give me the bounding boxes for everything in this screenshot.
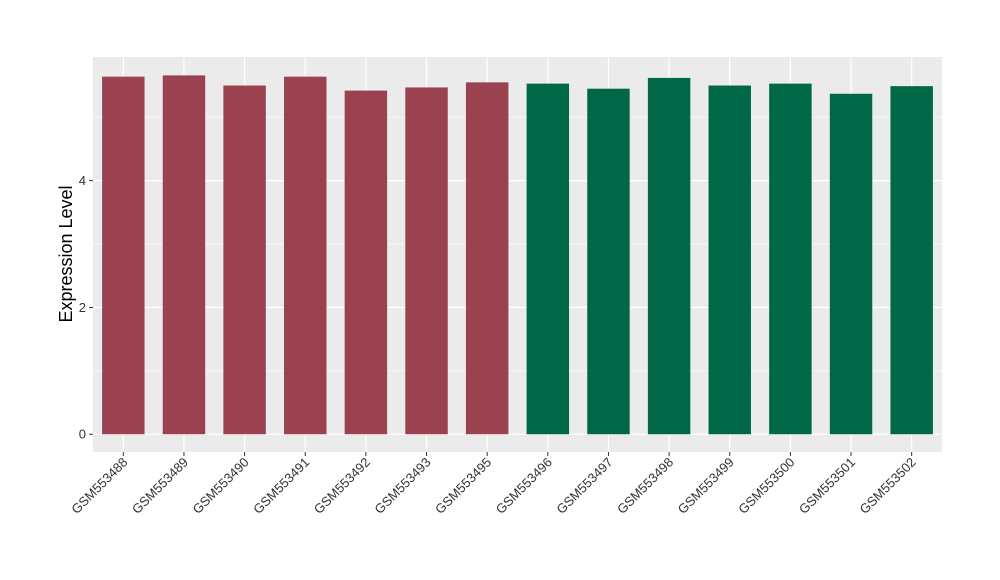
bar	[708, 85, 751, 435]
x-tick-label: GSM553495	[432, 455, 494, 517]
bar	[465, 82, 509, 435]
bar	[344, 90, 388, 435]
y-tick-label: 2	[79, 300, 86, 315]
bar	[223, 85, 266, 435]
x-tick-label: GSM553496	[493, 455, 555, 517]
bar	[162, 75, 206, 435]
bar	[405, 87, 448, 435]
bar	[647, 77, 691, 435]
x-tick-label: GSM553492	[311, 455, 373, 517]
bar	[526, 83, 570, 435]
x-tick-label: GSM553488	[68, 455, 130, 517]
y-axis: 0 2 4	[79, 173, 93, 442]
bar	[829, 93, 873, 435]
bar	[769, 83, 812, 435]
x-tick-label: GSM553500	[735, 455, 797, 517]
x-tick-label: GSM553501	[796, 455, 858, 517]
y-axis-title: Expression Level	[56, 185, 76, 322]
bar	[284, 76, 327, 435]
x-axis: GSM553488GSM553489GSM553490GSM553491GSM5…	[68, 452, 919, 517]
x-tick-label: GSM553490	[190, 455, 252, 517]
x-tick-label: GSM553499	[675, 455, 737, 517]
bar	[890, 86, 933, 435]
plot-panel	[93, 57, 942, 452]
x-tick-label: GSM553498	[614, 455, 676, 517]
bar	[102, 76, 145, 435]
x-tick-label: GSM553493	[371, 455, 433, 517]
x-tick-label: GSM553491	[250, 455, 312, 517]
y-tick-label: 4	[79, 173, 86, 188]
x-tick-label: GSM553489	[129, 455, 191, 517]
x-tick-label: GSM553502	[857, 455, 919, 517]
x-tick-label: GSM553497	[553, 455, 615, 517]
y-tick-label: 0	[79, 427, 86, 442]
bars	[102, 75, 933, 435]
bar	[587, 88, 630, 435]
